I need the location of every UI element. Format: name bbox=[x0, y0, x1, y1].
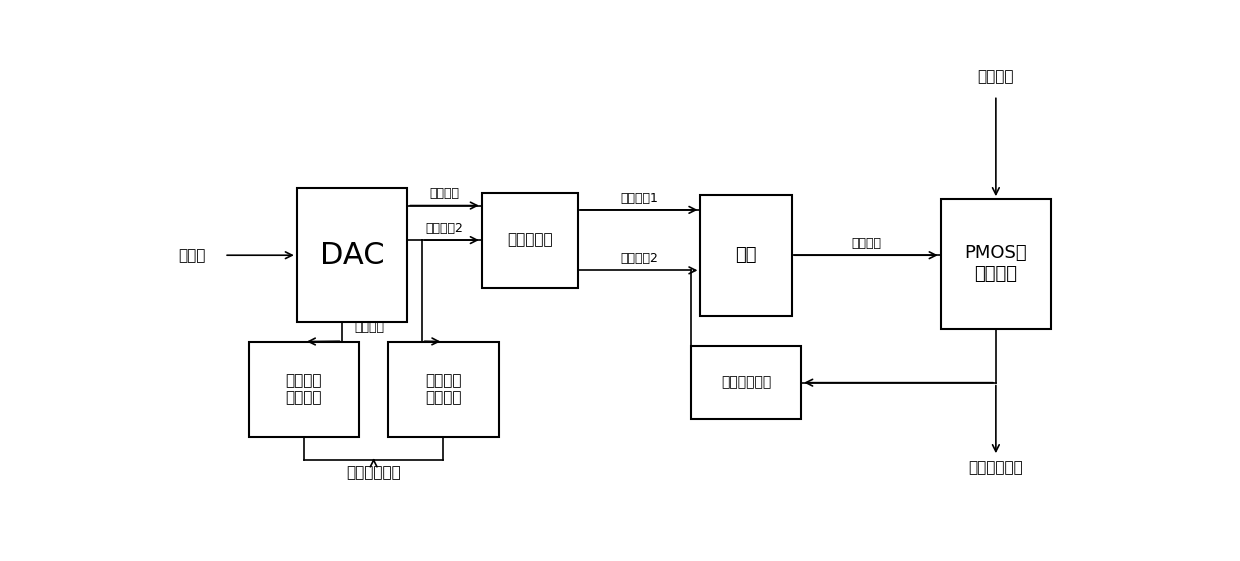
Text: DAC: DAC bbox=[320, 241, 384, 270]
Bar bbox=[691, 346, 801, 420]
Bar bbox=[388, 342, 498, 436]
Bar bbox=[701, 195, 791, 316]
Text: 电压比较器: 电压比较器 bbox=[507, 233, 553, 247]
Text: 或门: 或门 bbox=[735, 246, 756, 264]
Text: 漏极电源: 漏极电源 bbox=[977, 70, 1014, 85]
Bar bbox=[249, 342, 360, 436]
Text: 控制信号1: 控制信号1 bbox=[620, 192, 658, 205]
Text: 控制字: 控制字 bbox=[177, 248, 205, 263]
Bar bbox=[941, 199, 1052, 329]
Text: 控制信号2: 控制信号2 bbox=[620, 252, 658, 265]
Text: 控制电压: 控制电压 bbox=[353, 321, 384, 334]
Text: 漏极电压输出: 漏极电压输出 bbox=[968, 461, 1023, 475]
Text: 使能信号: 使能信号 bbox=[851, 237, 882, 250]
Text: 控制电压2: 控制电压2 bbox=[425, 222, 464, 235]
Text: 电流检测芯片: 电流检测芯片 bbox=[720, 376, 771, 390]
Text: 反相比例
运算电路: 反相比例 运算电路 bbox=[285, 373, 322, 406]
Bar bbox=[481, 192, 578, 288]
Bar bbox=[296, 188, 407, 322]
Text: 阀值电压: 阀值电压 bbox=[429, 187, 460, 200]
Text: 反相比例
运算电路: 反相比例 运算电路 bbox=[425, 373, 461, 406]
Text: 栅极电压输出: 栅极电压输出 bbox=[346, 465, 401, 480]
Text: PMOS管
控制电路: PMOS管 控制电路 bbox=[965, 245, 1027, 283]
